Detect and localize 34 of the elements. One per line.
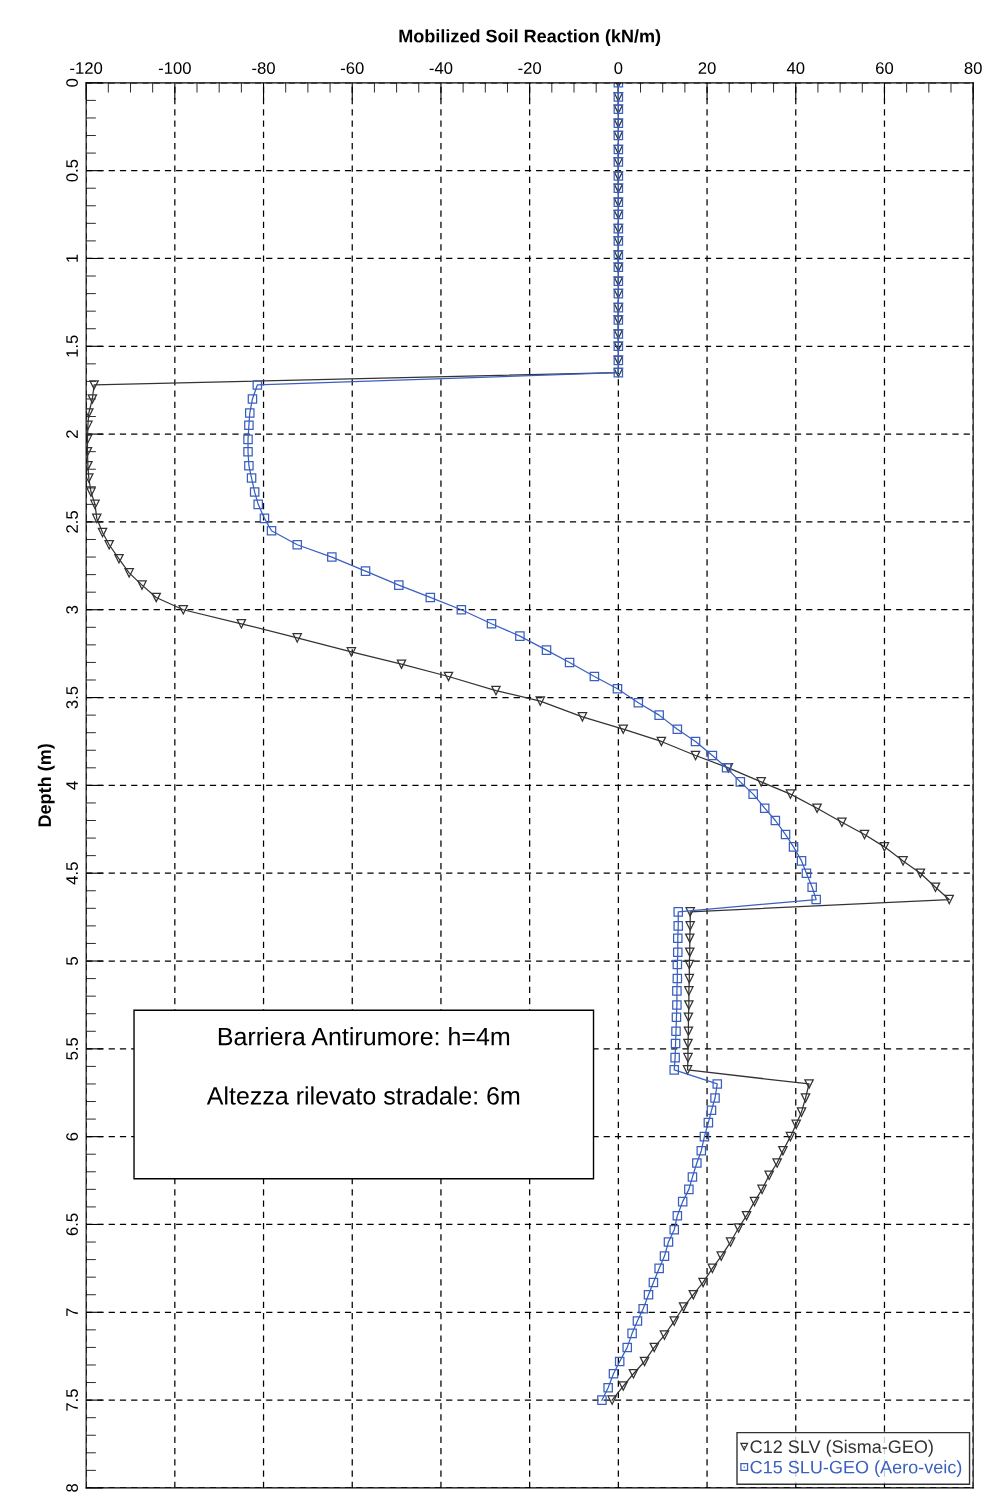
y-tick-label: 6 (66, 1132, 78, 1141)
x-tick-label: 40 (786, 62, 805, 74)
y-tick-label: 3.5 (66, 686, 78, 709)
y-tick-label: 2.5 (66, 511, 78, 533)
x-tick-label: -20 (518, 62, 542, 74)
x-tick-label: 0 (614, 62, 623, 74)
y-tick-label: 0.5 (66, 159, 78, 182)
y-tick-label: 7.5 (66, 1389, 78, 1411)
annotation: Barriera Antirumore: h=4m (218, 1027, 510, 1046)
x-axis-title: Mobilized Soil Reaction (kN/m) (399, 29, 661, 47)
y-tick-label: 5.5 (66, 1037, 78, 1060)
y-tick-label: 4 (66, 781, 78, 790)
y-tick-label: 0 (66, 78, 78, 87)
y-tick-label: 1.5 (66, 335, 78, 357)
x-tick-label: -80 (252, 62, 275, 74)
x-tick-label: 60 (876, 62, 894, 74)
y-tick-label: 1 (66, 254, 78, 262)
x-tick-label: 80 (964, 62, 982, 74)
x-tick-label: -100 (158, 62, 191, 74)
x-tick-label: -60 (340, 62, 364, 74)
y-axis-title: Depth (m) (37, 744, 55, 827)
x-tick-label: 20 (698, 62, 716, 74)
legend-label: C12 SLV (Sisma-GEO) (750, 1439, 933, 1457)
y-tick-label: 3 (66, 605, 78, 614)
legend-label: C15 SLU-GEO (Aero-veic) (750, 1460, 962, 1478)
y-tick-label: 8 (66, 1484, 78, 1492)
annotation: Altezza rilevato stradale: 6m (206, 1086, 520, 1105)
x-tick-label: -120 (70, 62, 103, 74)
y-tick-label: 7 (66, 1308, 78, 1317)
y-tick-label: 5 (66, 957, 78, 965)
y-tick-label: 6.5 (66, 1213, 78, 1236)
y-tick-label: 4.5 (66, 862, 78, 885)
y-tick-label: 2 (66, 430, 78, 438)
x-tick-label: -40 (429, 62, 453, 74)
